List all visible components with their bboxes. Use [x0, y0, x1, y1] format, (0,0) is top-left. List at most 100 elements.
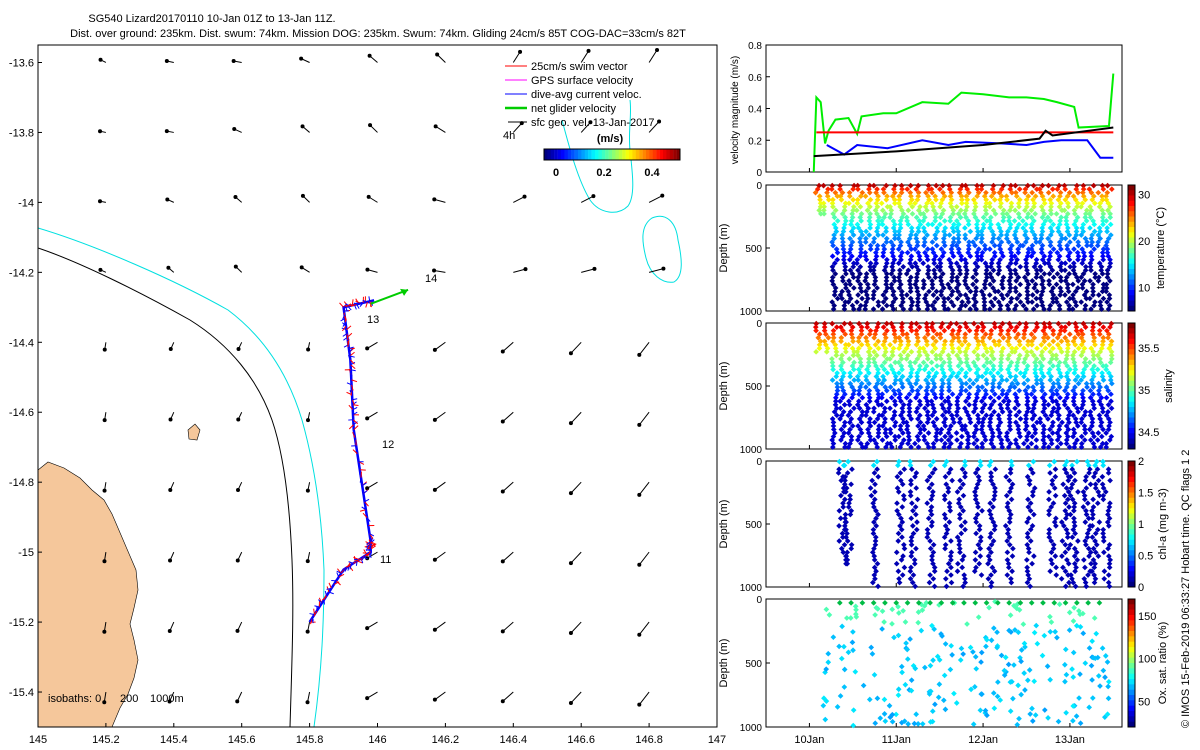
colorbar-cell	[612, 149, 616, 160]
temperature-point	[1100, 221, 1106, 228]
temperature-point	[1071, 235, 1078, 242]
chla-point	[977, 545, 984, 552]
oxygen-point	[1085, 600, 1091, 606]
temperature-point	[1023, 306, 1029, 312]
salinity-cbar-cell	[1128, 365, 1135, 371]
salinity-point	[891, 409, 898, 415]
salinity-cbar-cell	[1128, 380, 1135, 387]
salinity-point	[892, 391, 898, 398]
salinity-point	[942, 398, 948, 405]
temperature-point	[859, 295, 865, 302]
chla-point	[872, 575, 878, 582]
chla-point	[847, 492, 853, 499]
chla-point	[930, 541, 937, 548]
oxygen-point	[994, 629, 1000, 636]
salinity-point	[996, 341, 1002, 348]
salinity-point	[847, 320, 853, 327]
temperature-point	[1007, 225, 1013, 231]
chla-point	[894, 500, 900, 507]
chla-point	[1064, 530, 1071, 537]
salinity-point	[975, 419, 982, 426]
salinity-point	[989, 430, 996, 436]
geo-vector-head	[166, 265, 171, 270]
chla-point	[836, 458, 843, 465]
chla-point	[1105, 545, 1111, 552]
salinity-point	[1045, 334, 1051, 341]
oxygen-point	[886, 702, 893, 709]
salinity-point	[1025, 341, 1031, 348]
temperature-point	[928, 186, 935, 192]
temperature-point	[820, 200, 827, 207]
salinity-point	[1103, 430, 1109, 436]
colorbar-cell	[673, 149, 677, 160]
salinity-point	[875, 401, 882, 408]
temperature-point	[1000, 253, 1006, 260]
chla-point	[1094, 466, 1101, 473]
salinity-point	[838, 377, 845, 383]
chla-point	[870, 526, 877, 533]
chla-point	[924, 534, 931, 541]
salinity-point	[917, 363, 923, 369]
oxygen-point	[850, 707, 857, 713]
salinity-cbar-cell	[1128, 407, 1135, 413]
temperature-point	[1096, 225, 1103, 231]
salinity-point	[938, 384, 945, 390]
chla-cbar-cell	[1128, 508, 1135, 514]
temperature-point	[992, 211, 999, 217]
salinity-point	[891, 380, 898, 387]
salinity-point	[864, 324, 871, 330]
oxygen-cbar-cell	[1128, 652, 1135, 659]
temperature-point	[1053, 295, 1060, 302]
oxygen-point	[940, 697, 947, 704]
salinity-point	[933, 338, 939, 345]
temperature-point	[883, 182, 890, 189]
temperature-point	[938, 292, 945, 298]
chla-point	[1090, 545, 1097, 552]
temperature-point	[865, 285, 872, 291]
salinity-point	[979, 384, 986, 390]
temperature-point	[832, 207, 839, 214]
swim-vector	[338, 573, 345, 578]
salinity-point	[856, 405, 863, 412]
temperature-point	[1022, 232, 1028, 238]
salinity-point	[892, 359, 899, 366]
geo-vector	[366, 551, 378, 559]
temperature-point	[1055, 228, 1062, 235]
salinity-point	[858, 341, 865, 348]
temperature-point	[1000, 218, 1007, 224]
oxygen-point	[923, 599, 930, 606]
temperature-point	[1008, 253, 1015, 260]
chla-point	[1071, 515, 1077, 522]
chla-point	[954, 489, 961, 495]
salinity-point	[883, 320, 890, 327]
temperature-point	[1050, 221, 1057, 228]
salinity-point	[1058, 373, 1064, 380]
chla-point	[977, 553, 984, 559]
chla-point	[942, 575, 949, 582]
chla-point	[1106, 583, 1113, 590]
salinity-point	[962, 338, 968, 345]
temperature-point	[872, 256, 879, 263]
chla-point	[985, 575, 992, 582]
chla-point	[907, 568, 914, 575]
temperature-point	[915, 295, 921, 302]
geo-vector	[366, 481, 378, 489]
salinity-point	[932, 394, 939, 401]
chla-point	[958, 523, 965, 529]
temperature-point	[1012, 182, 1019, 189]
colorbar-cell	[635, 149, 640, 160]
geo-vector-head	[98, 57, 103, 62]
salinity-point	[1087, 387, 1094, 394]
temperature-point	[966, 239, 972, 245]
temperature-point	[880, 232, 886, 238]
salinity-point	[871, 405, 877, 412]
chla-point	[972, 470, 979, 476]
salinity-point	[1023, 320, 1029, 327]
temperature-point	[831, 260, 838, 267]
salinity-point	[866, 380, 872, 387]
geo-vector	[648, 121, 660, 133]
oxygen-point	[932, 701, 938, 708]
salinity-point	[945, 437, 952, 443]
temperature-point	[1044, 214, 1051, 221]
